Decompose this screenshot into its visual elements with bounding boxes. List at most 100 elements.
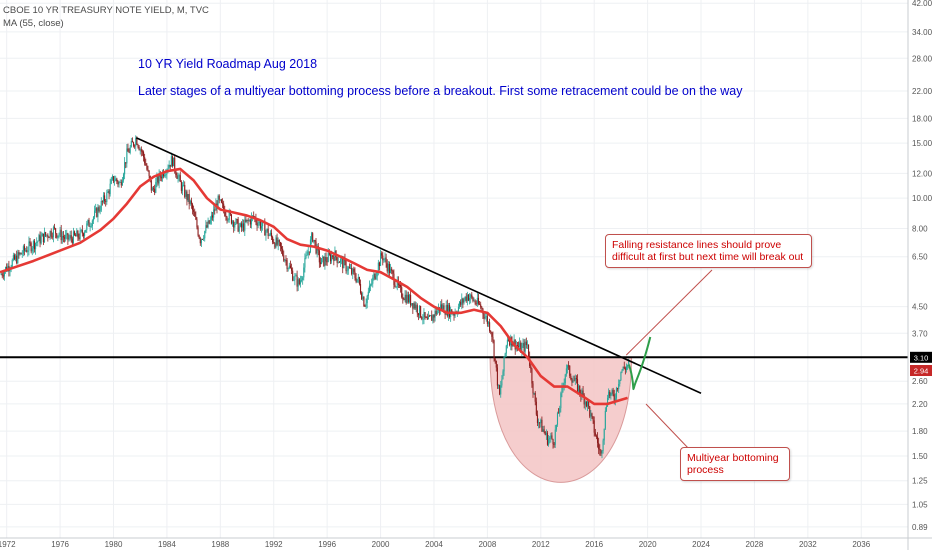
candle-body	[499, 385, 501, 395]
candle-body	[298, 279, 300, 285]
candle-body	[91, 220, 93, 227]
candle-body	[40, 236, 42, 244]
candle-body	[278, 239, 280, 243]
candle-body	[75, 234, 77, 237]
last-price-label: 2.94	[914, 367, 929, 376]
falling-resistance-trendline	[135, 137, 702, 394]
candle-body	[312, 233, 314, 242]
candle-body	[293, 279, 295, 281]
candle-body	[169, 164, 171, 167]
candle-body	[187, 194, 189, 201]
candle-body	[549, 437, 551, 440]
candle-body	[520, 342, 522, 353]
candle-body	[280, 246, 283, 249]
candle-body	[38, 235, 40, 242]
candle-body	[55, 228, 57, 234]
candle-body	[318, 250, 320, 263]
candle-body	[394, 284, 396, 287]
candle-body	[214, 209, 216, 211]
candle-body	[581, 390, 583, 397]
candle-body	[96, 208, 98, 217]
candle-body	[136, 138, 138, 145]
candle-body	[415, 305, 417, 309]
candle-body	[540, 419, 542, 424]
candle-body	[609, 391, 611, 396]
candle-body	[407, 294, 409, 302]
y-tick-label: 1.50	[912, 452, 928, 461]
candle-body	[35, 242, 37, 250]
candle-body	[436, 310, 438, 315]
candle-body	[339, 258, 342, 263]
candle-body	[43, 232, 46, 243]
candle-body	[467, 294, 470, 301]
candle-body	[604, 410, 606, 429]
candle-body	[463, 299, 465, 303]
candle-body	[486, 316, 488, 324]
candle-body	[354, 271, 356, 278]
candle-body	[56, 233, 58, 238]
candle-body	[112, 176, 115, 182]
candle-body	[147, 169, 149, 171]
candle-body	[164, 174, 166, 177]
candle-body	[137, 144, 139, 147]
candle-body	[435, 310, 437, 315]
candle-body	[539, 422, 541, 424]
candle-body	[81, 229, 83, 234]
candle-body	[324, 257, 326, 266]
candle-body	[141, 151, 143, 153]
candle-body	[571, 379, 573, 383]
candle-body	[193, 210, 195, 212]
chart-subtitle: Later stages of a multiyear bottoming pr…	[138, 84, 743, 98]
candle-body	[121, 180, 123, 186]
candle-body	[246, 219, 248, 222]
candle-body	[336, 257, 338, 263]
candle-body	[27, 250, 29, 252]
resistance-callout-pointer	[625, 269, 713, 356]
candle-body	[544, 432, 546, 435]
candle-body	[500, 385, 502, 395]
candle-body	[321, 258, 323, 265]
x-tick-label: 2012	[532, 540, 550, 549]
candle-body	[427, 315, 429, 320]
candle-body	[220, 199, 222, 203]
candle-body	[33, 240, 36, 250]
candle-body	[264, 222, 266, 236]
candle-body	[176, 175, 178, 179]
candle-body	[86, 223, 88, 230]
candle-body	[45, 232, 47, 236]
candle-body	[623, 366, 625, 369]
candle-body	[252, 215, 254, 217]
candle-body	[383, 258, 385, 261]
candle-body	[102, 195, 105, 202]
candle-body	[32, 240, 34, 249]
candle-body	[36, 242, 38, 243]
candle-body	[611, 390, 613, 393]
candle-body	[285, 259, 287, 261]
candle-body	[89, 226, 91, 228]
candle-body	[535, 401, 537, 415]
candle-body	[90, 226, 92, 227]
candle-body	[556, 412, 559, 425]
candle-body	[447, 305, 449, 316]
candle-body	[553, 444, 555, 445]
candle-body	[369, 284, 372, 286]
candle-body	[426, 317, 428, 320]
candle-body	[239, 223, 241, 227]
candle-body	[195, 216, 197, 220]
candle-body	[198, 235, 200, 239]
candle-body	[364, 306, 366, 307]
candle-body	[353, 268, 355, 272]
candle-body	[289, 265, 291, 269]
candle-body	[523, 343, 525, 352]
candle-body	[603, 428, 605, 441]
y-tick-label: 1.25	[912, 477, 928, 486]
chart-title: 10 YR Yield Roadmap Aug 2018	[138, 57, 318, 71]
candle-body	[59, 229, 61, 235]
candle-body	[378, 262, 380, 267]
candle-body	[129, 146, 131, 153]
candle-body	[525, 341, 527, 346]
candle-body	[196, 219, 198, 228]
candle-body	[323, 256, 325, 266]
resistance-callout: Falling resistance lines should prove di…	[605, 234, 812, 268]
